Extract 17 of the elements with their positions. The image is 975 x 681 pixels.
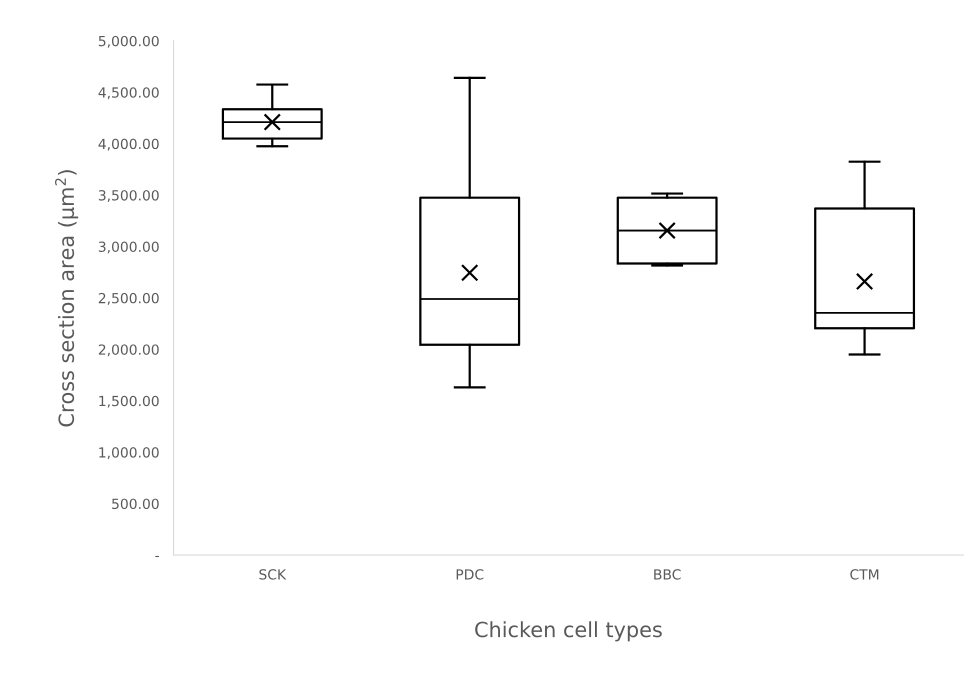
y-tick-label: 1,000.00 [99,447,159,460]
x-tick-label: BBC [654,569,681,580]
x-tick-label: CTM [850,569,878,580]
y-tick-label: 5,000.00 [98,36,159,48]
y-tick-label: 4,500.00 [98,87,159,100]
y-tick-label: 2,500.00 [98,292,159,305]
y-tick-label: 4,000.00 [98,138,159,151]
y-tick-label: 2,000.00 [98,344,159,356]
x-tick-label: SCK [259,569,286,580]
y-tick-label: 3,500.00 [98,190,159,202]
y-axis-title: Cross section area (µm$^{2}$) [55,170,78,426]
y-tick-label: 500.00 [112,498,159,510]
x-tick-label: PDC [456,569,484,580]
y-tick-label: - [155,556,159,558]
y-tick-label: 3,000.00 [98,241,159,254]
x-axis-title: Chicken cell types [475,621,662,642]
y-tick-label: 1,500.00 [99,396,159,408]
